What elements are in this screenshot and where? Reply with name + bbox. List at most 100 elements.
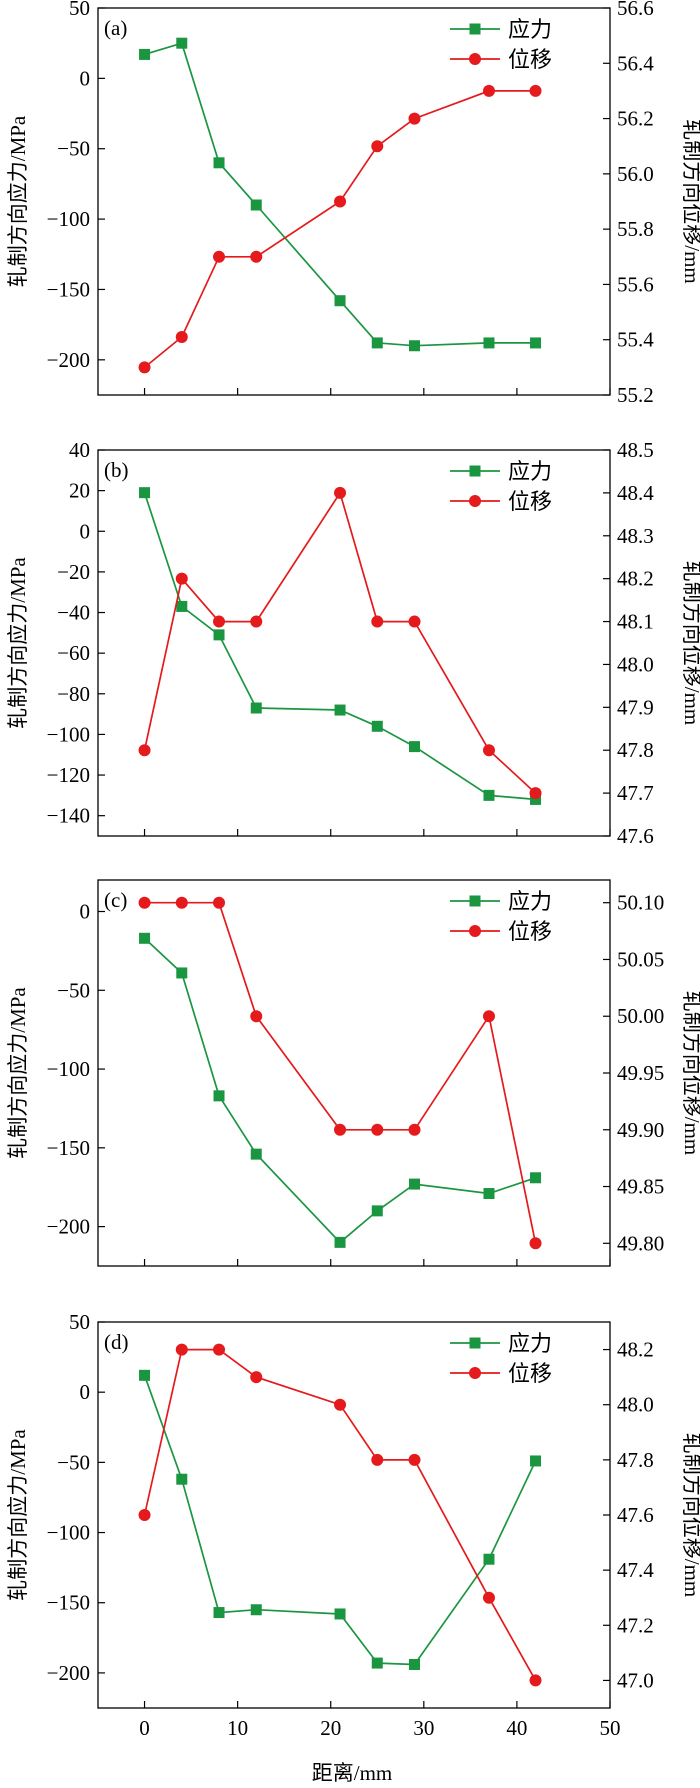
stress-point <box>530 337 542 349</box>
legend-displacement-marker <box>469 495 481 507</box>
panel-label: (b) <box>104 458 129 482</box>
stress-series-line <box>143 492 536 801</box>
stress-point <box>250 199 262 211</box>
displacement-point <box>175 330 188 343</box>
y-right-tick-label: 47.4 <box>617 1558 654 1582</box>
stress-point <box>176 37 188 49</box>
y-left-tick-label: 0 <box>80 900 91 924</box>
chart-panel-c: 0 −50 −100 −150 −200 50.10 50.05 50.00 49.95 49.9… <box>6 879 700 1267</box>
stress-point <box>409 1658 421 1670</box>
x-tick-label: 30 <box>413 1716 434 1740</box>
displacement-point <box>334 486 347 499</box>
displacement-series-line <box>144 90 536 369</box>
displacement-point <box>213 615 226 628</box>
y-left-tick-label: 0 <box>80 519 91 543</box>
stress-point <box>530 1172 542 1184</box>
y-right-axis-title: 轧制方向位移/mm <box>680 991 700 1156</box>
y-left-tick-label: −140 <box>47 804 90 828</box>
stress-point <box>483 1553 495 1565</box>
displacement-point <box>138 1509 151 1521</box>
legend-stress-label: 应力 <box>508 17 552 42</box>
y-right-tick-label: 48.1 <box>617 610 654 634</box>
stress-series-line <box>143 1375 537 1666</box>
displacement-point <box>529 84 542 97</box>
y-right-tick-label: 56.0 <box>617 162 654 186</box>
y-left-tick-label: 50 <box>69 1310 90 1334</box>
stress-point <box>213 1607 225 1619</box>
legend-displacement-marker <box>469 925 481 937</box>
y-left-tick-label: 50 <box>69 0 90 20</box>
displacement-point <box>408 1453 421 1466</box>
y-left-tick-label: −150 <box>47 277 90 301</box>
legend-displacement-label: 位移 <box>508 47 552 72</box>
displacement-point <box>371 615 384 628</box>
stress-point <box>213 157 225 169</box>
legend-stress-marker <box>469 23 481 35</box>
chart-panel-a: 50 0 −50 −100 −150 −200 56.6 56.4 56.2 56.0 55.8 55… <box>6 0 700 407</box>
stress-point <box>334 704 346 716</box>
legend-displacement-marker <box>469 53 481 65</box>
stress-point <box>371 1657 383 1669</box>
stress-point <box>250 1604 262 1616</box>
y-right-tick-label: 55.4 <box>617 328 654 352</box>
displacement-point <box>408 1123 421 1136</box>
y-right-tick-label: 56.4 <box>617 51 654 75</box>
stress-point <box>483 337 495 349</box>
y-right-tick-label: 55.6 <box>617 272 654 296</box>
stress-point <box>176 600 188 612</box>
x-tick-label: 40 <box>506 1716 527 1740</box>
stress-point <box>334 1608 346 1620</box>
stress-point <box>371 1205 383 1217</box>
y-right-tick-label: 50.00 <box>617 1004 664 1028</box>
stress-point <box>483 789 495 801</box>
y-right-tick-label: 56.2 <box>617 107 654 131</box>
y-right-tick-label: 47.8 <box>617 738 654 762</box>
y-left-tick-label: −150 <box>47 1591 90 1615</box>
stress-point <box>213 1090 225 1102</box>
displacement-point <box>334 195 347 208</box>
y-left-tick-label: −50 <box>57 978 90 1002</box>
legend-stress-marker <box>469 465 481 477</box>
y-right-tick-label: 47.0 <box>617 1668 654 1692</box>
legend-stress-marker <box>469 1337 481 1349</box>
y-right-tick-label: 55.2 <box>617 383 654 407</box>
y-right-axis-title: 轧制方向位移/mm <box>680 119 700 284</box>
plot-frame <box>97 449 611 837</box>
displacement-point <box>529 1674 542 1687</box>
y-right-tick-label: 50.10 <box>617 891 664 915</box>
legend-stress-label: 应力 <box>508 459 552 484</box>
panel-label: (a) <box>104 16 127 40</box>
displacement-point <box>175 1343 188 1356</box>
x-tick-label: 50 <box>600 1716 621 1740</box>
displacement-point <box>529 1237 542 1250</box>
displacement-series-line <box>143 490 537 794</box>
y-left-axis-title: 轧制方向应力/MPa <box>6 1429 30 1601</box>
y-left-tick-label: 0 <box>80 66 91 90</box>
y-right-tick-label: 47.7 <box>617 781 654 805</box>
y-left-tick-label: −120 <box>47 763 90 787</box>
stress-point <box>139 487 151 499</box>
displacement-point <box>529 787 542 800</box>
displacement-point <box>250 1010 263 1023</box>
y-right-tick-label: 56.6 <box>617 0 654 20</box>
stress-point <box>530 793 542 805</box>
displacement-point <box>371 140 384 153</box>
y-left-tick-label: −100 <box>47 1057 90 1081</box>
y-right-tick-label: 48.0 <box>617 1393 654 1417</box>
y-right-tick-label: 47.6 <box>617 1503 654 1527</box>
y-left-tick-label: −50 <box>57 137 90 161</box>
stress-point <box>139 932 151 944</box>
displacement-point <box>371 1123 384 1136</box>
y-left-tick-label: 0 <box>80 1380 91 1404</box>
y-right-axis-title: 轧制方向位移/mm <box>680 561 700 726</box>
legend-displacement-label: 位移 <box>508 1361 552 1386</box>
legend-stress-marker <box>469 895 481 907</box>
stress-point <box>371 720 383 732</box>
x-tick-label: 20 <box>320 1716 341 1740</box>
displacement-point <box>213 250 226 263</box>
x-tick-label: 0 <box>139 1716 150 1740</box>
